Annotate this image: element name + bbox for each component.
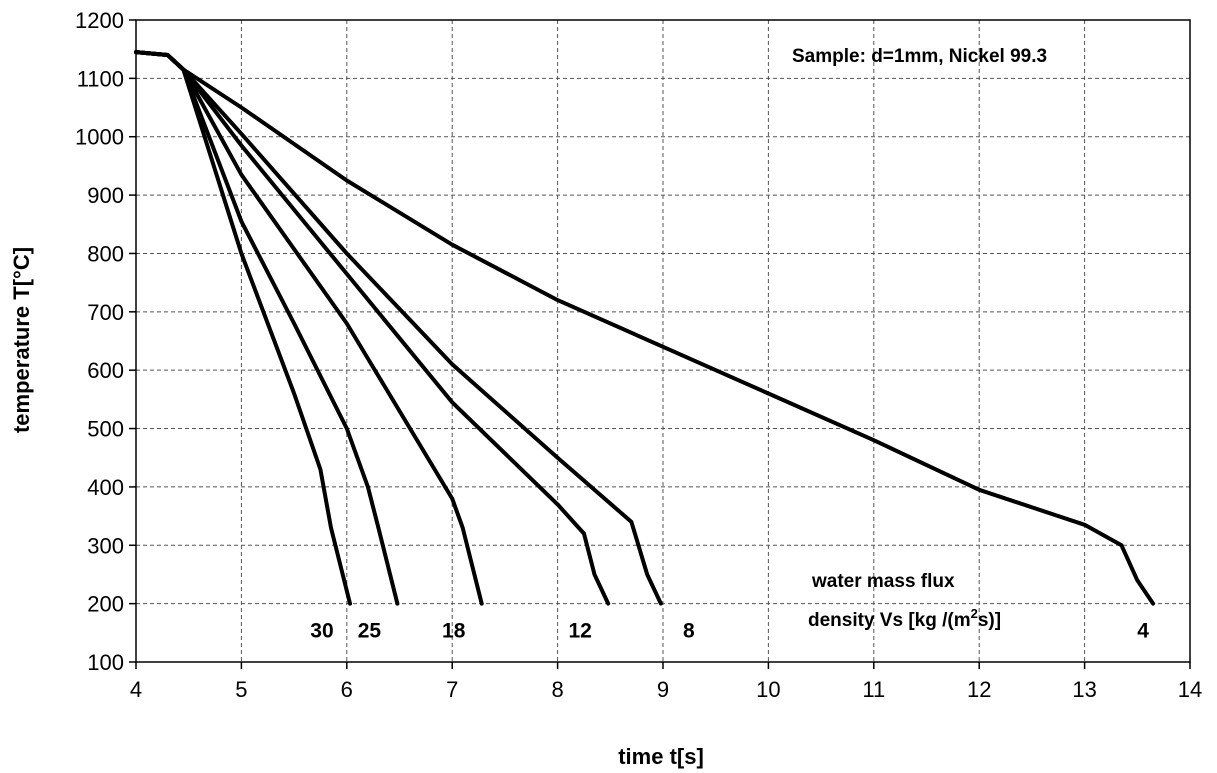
series-labels: 30 25 18 12 8 4 [310,620,1149,643]
legend-title-line2-pre: density Vs [kg /(m [808,610,971,631]
y-tick-label-200: 200 [87,592,124,617]
legend-title-line1: water mass flux [811,571,955,592]
plot-frame [135,19,1191,663]
x-tick-label-8: 8 [551,677,563,702]
series-line-25 [134,50,400,606]
y-tick-label-1200: 1200 [75,8,124,33]
x-tick-label-7: 7 [446,677,458,702]
series-label-4: 4 [1137,620,1149,643]
x-tick-label-5: 5 [235,677,247,702]
legend-title-superscript: 2 [971,606,978,621]
x-tick-label-13: 13 [1072,677,1096,702]
sample-annotation: Sample: d=1mm, Nickel 99.3 [792,46,1047,67]
x-tick-label-14: 14 [1178,677,1202,702]
y-tick-label-700: 700 [87,300,124,325]
series-line-8 [134,50,663,606]
y-tick-label-600: 600 [87,358,124,383]
x-tick-label-4: 4 [130,677,142,702]
x-axis-title: time t[s] [618,744,704,769]
y-tick-label-400: 400 [87,475,124,500]
series-lines [134,50,1156,606]
y-tick-label-1000: 1000 [75,125,124,150]
series-label-18: 18 [442,620,466,643]
y-tick-label-900: 900 [87,183,124,208]
series-label-30: 30 [310,620,333,643]
series-label-12: 12 [569,620,592,643]
x-tick-label-10: 10 [756,677,780,702]
y-tick-label-1100: 1100 [77,66,124,91]
x-tick-label-11: 11 [862,677,885,702]
series-line-4 [134,50,1156,606]
axes [129,19,1191,669]
y-tick-label-300: 300 [87,533,124,558]
x-tick-label-9: 9 [657,677,669,702]
x-tick-label-12: 12 [967,677,991,702]
y-tick-label-800: 800 [87,241,124,266]
series-line-18 [134,50,484,606]
y-tick-label-500: 500 [87,417,124,442]
legend-title-line2-post: s)] [978,610,1001,631]
series-label-25: 25 [358,620,382,643]
y-tick-label-100: 100 [87,650,124,675]
legend-title-line2: density Vs [kg /(m2s)] [808,606,1001,631]
series-label-8: 8 [683,620,695,643]
x-tick-label-6: 6 [341,677,353,702]
tick-labels: 4 5 6 7 8 9 10 11 12 13 14 100 200 300 400 500 600 700 800… [75,8,1202,702]
grid-lines [136,20,1190,662]
y-axis-title: temperature T[°C] [9,247,34,433]
